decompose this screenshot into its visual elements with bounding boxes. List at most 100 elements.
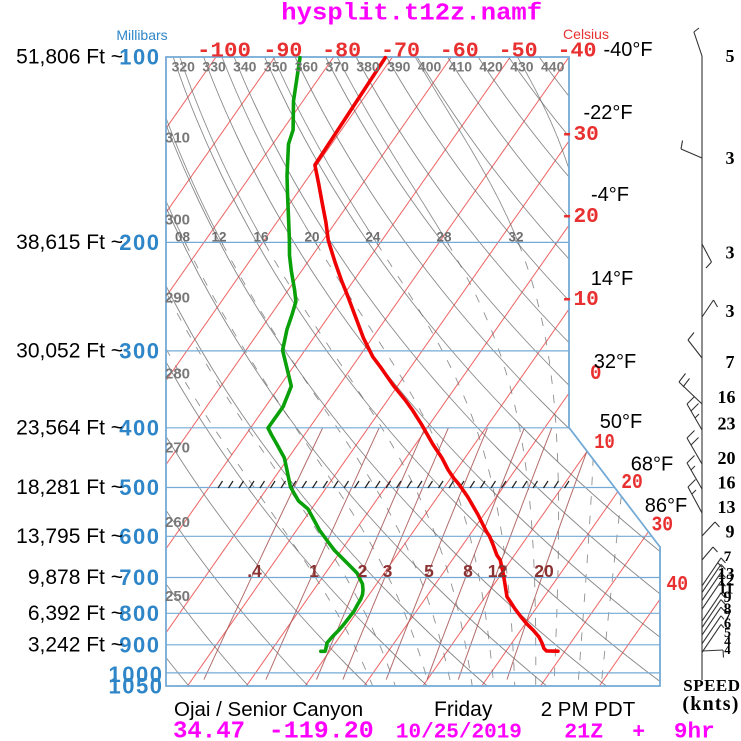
svg-text:4: 4 xyxy=(724,633,731,648)
svg-text:20: 20 xyxy=(718,448,736,468)
svg-text:10: 10 xyxy=(594,431,615,455)
svg-text:3: 3 xyxy=(726,301,735,321)
svg-text:Millibars: Millibars xyxy=(116,27,167,43)
svg-text:370: 370 xyxy=(326,59,350,75)
svg-text:-30: -30 xyxy=(561,123,599,147)
svg-text:7: 7 xyxy=(724,549,732,565)
svg-text:310: 310 xyxy=(165,130,190,147)
svg-text:-119.20: -119.20 xyxy=(269,719,374,741)
svg-text:16: 16 xyxy=(718,472,736,492)
svg-text:390: 390 xyxy=(387,59,411,75)
svg-text:7: 7 xyxy=(726,352,735,372)
svg-text:-90: -90 xyxy=(263,41,302,64)
svg-text:2: 2 xyxy=(358,561,368,581)
svg-text:Ojai / Senior Canyon: Ojai / Senior Canyon xyxy=(174,698,363,721)
svg-text:250: 250 xyxy=(165,588,190,605)
svg-text:800: 800 xyxy=(119,601,160,626)
svg-text:500: 500 xyxy=(119,475,160,500)
svg-text:hysplit.t12z.namf: hysplit.t12z.namf xyxy=(281,1,542,28)
svg-text:50°F: 50°F xyxy=(600,411,642,433)
svg-text:9: 9 xyxy=(724,589,732,606)
svg-text:38,615 Ft ~: 38,615 Ft ~ xyxy=(16,231,123,254)
svg-text:5: 5 xyxy=(726,46,735,66)
svg-text:-10: -10 xyxy=(561,288,599,312)
svg-text:8: 8 xyxy=(463,561,473,581)
svg-text:-40°F: -40°F xyxy=(603,39,652,61)
svg-text:380: 380 xyxy=(356,59,380,75)
svg-text:600: 600 xyxy=(119,524,160,549)
svg-text:23: 23 xyxy=(718,413,736,433)
svg-text:4: 4 xyxy=(724,642,731,657)
svg-text:700: 700 xyxy=(119,565,160,590)
svg-text:5: 5 xyxy=(724,626,731,641)
svg-text:-100: -100 xyxy=(197,41,251,64)
svg-text:9hr: 9hr xyxy=(674,720,715,741)
svg-text:24: 24 xyxy=(365,230,381,245)
svg-text:-80: -80 xyxy=(322,41,361,64)
svg-text:08: 08 xyxy=(175,230,191,245)
svg-text:1050: 1050 xyxy=(109,674,164,699)
svg-text:6: 6 xyxy=(724,616,731,632)
svg-text:-20: -20 xyxy=(561,205,599,229)
svg-text:Celsius: Celsius xyxy=(563,26,609,42)
svg-text:8: 8 xyxy=(724,601,732,618)
svg-text:.4: .4 xyxy=(247,561,262,581)
svg-text:23,564 Ft ~: 23,564 Ft ~ xyxy=(16,416,123,439)
svg-text:-60: -60 xyxy=(440,41,479,64)
svg-text:68°F: 68°F xyxy=(631,454,673,476)
svg-text:20: 20 xyxy=(621,471,643,495)
svg-text:-50: -50 xyxy=(499,41,538,64)
svg-text:20: 20 xyxy=(304,230,319,245)
svg-text:7: 7 xyxy=(724,609,732,625)
svg-text:300: 300 xyxy=(165,212,190,229)
svg-text:-22°F: -22°F xyxy=(583,102,632,124)
svg-text:-40: -40 xyxy=(558,41,597,64)
svg-text:20: 20 xyxy=(534,561,554,581)
svg-text:6,392 Ft ~: 6,392 Ft ~ xyxy=(28,602,123,625)
svg-text:86°F: 86°F xyxy=(645,495,687,517)
svg-text:SPEED: SPEED xyxy=(683,676,740,695)
svg-text:3: 3 xyxy=(383,561,393,581)
svg-text:320: 320 xyxy=(172,59,196,75)
svg-text:-4°F: -4°F xyxy=(591,184,629,206)
svg-text:0: 0 xyxy=(590,362,602,386)
svg-text:420: 420 xyxy=(479,59,503,75)
svg-text:440: 440 xyxy=(541,59,565,75)
svg-text:100: 100 xyxy=(119,45,160,70)
svg-text:40: 40 xyxy=(667,573,689,597)
svg-text:+: + xyxy=(632,721,645,741)
svg-text:13,795 Ft ~: 13,795 Ft ~ xyxy=(16,525,123,548)
svg-text:18,281 Ft ~: 18,281 Ft ~ xyxy=(16,476,123,499)
svg-text:280: 280 xyxy=(165,366,190,383)
svg-text:11: 11 xyxy=(718,581,733,598)
svg-text:290: 290 xyxy=(165,290,190,307)
svg-text:340: 340 xyxy=(233,59,257,75)
svg-text:400: 400 xyxy=(119,415,160,440)
svg-text:9,878 Ft ~: 9,878 Ft ~ xyxy=(28,566,123,589)
svg-text:3: 3 xyxy=(726,243,735,263)
svg-text:1: 1 xyxy=(309,561,319,581)
svg-text:Friday: Friday xyxy=(434,698,493,721)
svg-text:28: 28 xyxy=(436,230,452,245)
svg-text:900: 900 xyxy=(119,632,160,657)
svg-text:32: 32 xyxy=(508,230,523,245)
svg-text:12: 12 xyxy=(718,570,735,589)
svg-text:-70: -70 xyxy=(381,41,420,64)
svg-text:3: 3 xyxy=(726,148,735,168)
svg-text:13: 13 xyxy=(718,497,736,517)
svg-text:330: 330 xyxy=(202,59,226,75)
svg-text:30: 30 xyxy=(652,514,674,538)
svg-text:360: 360 xyxy=(295,59,319,75)
svg-text:12: 12 xyxy=(211,230,226,245)
svg-text:300: 300 xyxy=(119,338,160,363)
svg-text:260: 260 xyxy=(165,514,190,531)
svg-text:(knts): (knts) xyxy=(682,693,739,715)
svg-text:13: 13 xyxy=(718,564,735,583)
svg-text:30,052 Ft ~: 30,052 Ft ~ xyxy=(16,339,123,362)
svg-text:3,242 Ft ~: 3,242 Ft ~ xyxy=(28,633,123,656)
svg-text:51,806 Ft ~: 51,806 Ft ~ xyxy=(16,46,123,69)
svg-text:200: 200 xyxy=(119,230,160,255)
svg-text:34.47: 34.47 xyxy=(173,719,245,741)
svg-text:10/25/2019: 10/25/2019 xyxy=(396,722,522,741)
svg-text:16: 16 xyxy=(253,230,269,245)
